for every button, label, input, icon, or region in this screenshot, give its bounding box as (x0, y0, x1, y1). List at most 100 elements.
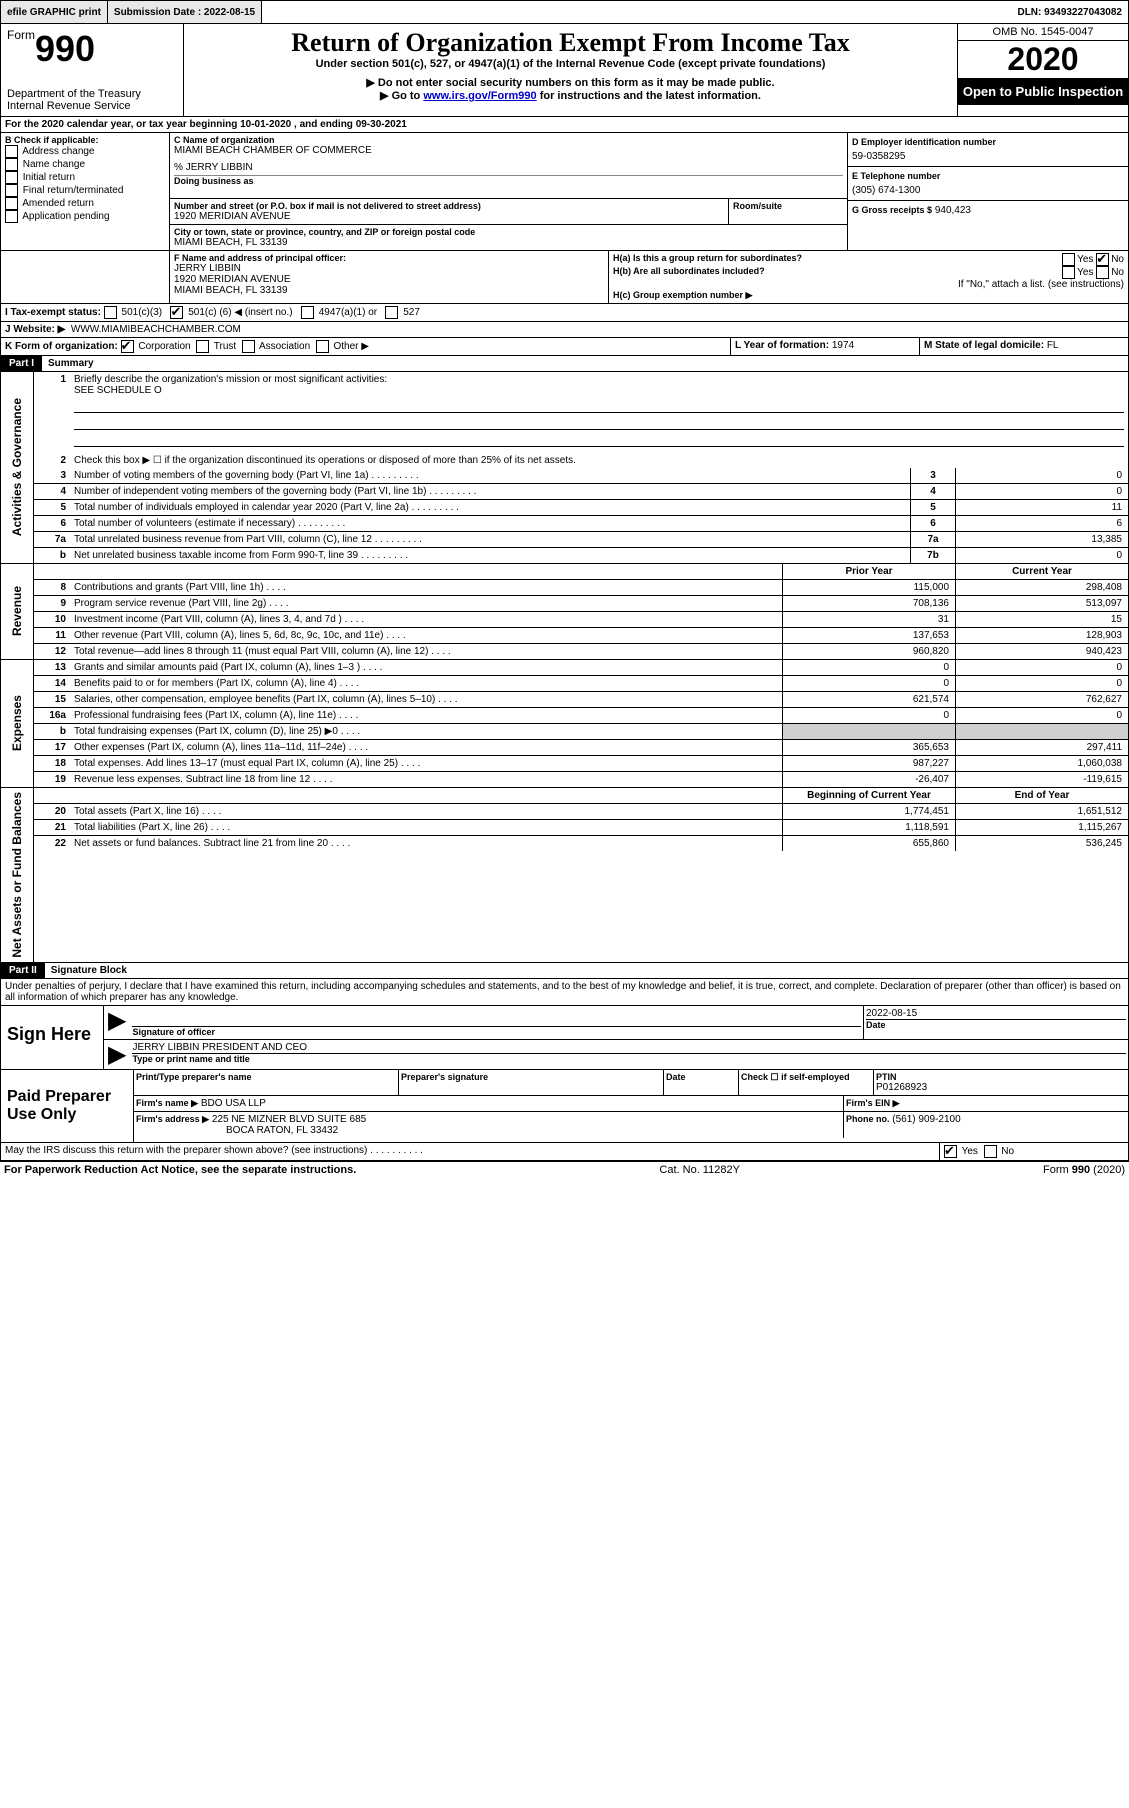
row-f-h: F Name and address of principal officer:… (0, 251, 1129, 304)
boxb-checkbox[interactable] (5, 197, 18, 210)
q1-text: Briefly describe the organization's miss… (74, 374, 387, 385)
firm-name-value: BDO USA LLP (201, 1098, 266, 1109)
ptin-value: P01268923 (876, 1082, 1126, 1093)
part2-bar: Part II Signature Block (0, 963, 1129, 979)
paid-prep-label: Paid Preparer Use Only (1, 1070, 134, 1142)
ha-yes-checkbox[interactable] (1062, 253, 1075, 266)
prep-sig-header: Preparer's signature (399, 1070, 664, 1095)
box-e-label: E Telephone number (852, 171, 1124, 181)
501c-checkbox[interactable] (170, 306, 183, 319)
form990-link[interactable]: www.irs.gov/Form990 (423, 90, 536, 102)
line-row: 10Investment income (Part VIII, column (… (34, 612, 1128, 628)
revenue-section: Revenue Prior Year Current Year 8Contrib… (0, 564, 1129, 660)
ein-value: 59-0358295 (852, 151, 1124, 162)
hb-no: No (1111, 267, 1124, 278)
boxb-checkbox[interactable] (5, 210, 18, 223)
prep-phone-value: (561) 909-2100 (892, 1114, 960, 1125)
discuss-no: No (1001, 1146, 1014, 1157)
line-row: 7aTotal unrelated business revenue from … (34, 532, 1128, 548)
boxb-item: Initial return (5, 171, 165, 184)
discuss-no-checkbox[interactable] (984, 1145, 997, 1158)
page-footer: For Paperwork Reduction Act Notice, see … (0, 1161, 1129, 1178)
hb-yes: Yes (1077, 267, 1093, 278)
ha-no-checkbox[interactable] (1096, 253, 1109, 266)
sig-name-label: Type or print name and title (132, 1053, 1126, 1064)
revenue-label: Revenue (8, 582, 26, 640)
sig-name-value: JERRY LIBBIN PRESIDENT AND CEO (132, 1042, 1126, 1053)
opt-4947: 4947(a)(1) or (319, 307, 377, 318)
care-of-pct: % (174, 162, 183, 173)
instr-1: ▶ Do not enter social security numbers o… (190, 76, 951, 89)
ptin-label: PTIN (876, 1072, 1126, 1082)
officer-addr2: MIAMI BEACH, FL 33139 (174, 285, 604, 296)
box-i-label: I Tax-exempt status: (5, 307, 101, 318)
assoc-checkbox[interactable] (242, 340, 255, 353)
4947-checkbox[interactable] (301, 306, 314, 319)
boxb-checkbox[interactable] (5, 171, 18, 184)
line-row: 13Grants and similar amounts paid (Part … (34, 660, 1128, 676)
line-row: bTotal fundraising expenses (Part IX, co… (34, 724, 1128, 740)
sig-arrow-icon: ▶ (104, 1006, 130, 1039)
box-d-label: D Employer identification number (852, 137, 1124, 147)
boxb-checkbox[interactable] (5, 145, 18, 158)
line-row: 12Total revenue—add lines 8 through 11 (… (34, 644, 1128, 659)
line-a: For the 2020 calendar year, or tax year … (0, 117, 1129, 133)
501c3-checkbox[interactable] (104, 306, 117, 319)
line-row: bNet unrelated business taxable income f… (34, 548, 1128, 563)
part2-title: Signature Block (45, 963, 133, 978)
part1-header: Part I (1, 356, 42, 371)
footer-mid: Cat. No. 11282Y (659, 1164, 740, 1176)
q1-value: SEE SCHEDULE O (74, 385, 162, 396)
corp-checkbox[interactable] (121, 340, 134, 353)
sig-declaration: Under penalties of perjury, I declare th… (0, 979, 1129, 1006)
opt-527: 527 (403, 307, 420, 318)
prep-name-header: Print/Type preparer's name (134, 1070, 399, 1095)
prep-check-label: Check ☐ if self-employed (739, 1070, 874, 1095)
current-year-header: Current Year (955, 564, 1128, 579)
firm-name-label: Firm's name ▶ (136, 1098, 198, 1108)
hb-label: H(b) Are all subordinates included? (613, 266, 765, 279)
form-header: Form990 Department of the Treasury Inter… (0, 24, 1129, 117)
line-row: 16aProfessional fundraising fees (Part I… (34, 708, 1128, 724)
line-row: 17Other expenses (Part IX, column (A), l… (34, 740, 1128, 756)
form-word: Form (7, 28, 35, 42)
527-checkbox[interactable] (385, 306, 398, 319)
footer-left: For Paperwork Reduction Act Notice, see … (4, 1164, 356, 1176)
line-row: 15Salaries, other compensation, employee… (34, 692, 1128, 708)
trust-checkbox[interactable] (196, 340, 209, 353)
boxb-checkbox[interactable] (5, 184, 18, 197)
submission-date-button[interactable]: Submission Date : 2022-08-15 (108, 1, 262, 23)
hb-no-checkbox[interactable] (1096, 266, 1109, 279)
line-row: 19Revenue less expenses. Subtract line 1… (34, 772, 1128, 787)
tax-year: 2020 (958, 41, 1128, 78)
discuss-yes: Yes (962, 1146, 978, 1157)
governance-label: Activities & Governance (8, 394, 26, 540)
other-checkbox[interactable] (316, 340, 329, 353)
hb-yes-checkbox[interactable] (1062, 266, 1075, 279)
dba-label: Doing business as (174, 175, 843, 186)
box-b-label: B Check if applicable: (5, 135, 165, 145)
dept-treasury: Department of the Treasury (7, 88, 177, 100)
line-row: 3Number of voting members of the governi… (34, 468, 1128, 484)
line-row: 9Program service revenue (Part VIII, lin… (34, 596, 1128, 612)
row-klm: K Form of organization: Corporation Trus… (0, 338, 1129, 356)
boxb-item: Name change (5, 158, 165, 171)
opt-assoc: Association (259, 341, 310, 352)
boxb-checkbox[interactable] (5, 158, 18, 171)
sign-here-label: Sign Here (1, 1006, 104, 1069)
box-c-label: C Name of organization (174, 135, 843, 145)
omb-number: OMB No. 1545-0047 (958, 24, 1128, 41)
instr-2-pre: ▶ Go to (380, 90, 423, 102)
expenses-label: Expenses (8, 691, 26, 755)
form-number: 990 (35, 28, 95, 69)
efile-print-button[interactable]: efile GRAPHIC print (1, 1, 108, 23)
officer-addr1: 1920 MERIDIAN AVENUE (174, 274, 604, 285)
line-row: 18Total expenses. Add lines 13–17 (must … (34, 756, 1128, 772)
governance-section: Activities & Governance 1 Briefly descri… (0, 372, 1129, 564)
line-row: 14Benefits paid to or for members (Part … (34, 676, 1128, 692)
paid-preparer-section: Paid Preparer Use Only Print/Type prepar… (0, 1070, 1129, 1143)
box-k-label: K Form of organization: (5, 341, 118, 352)
discuss-yes-checkbox[interactable] (944, 1145, 957, 1158)
street-label: Number and street (or P.O. box if mail i… (174, 201, 724, 211)
part2-header: Part II (1, 963, 45, 978)
